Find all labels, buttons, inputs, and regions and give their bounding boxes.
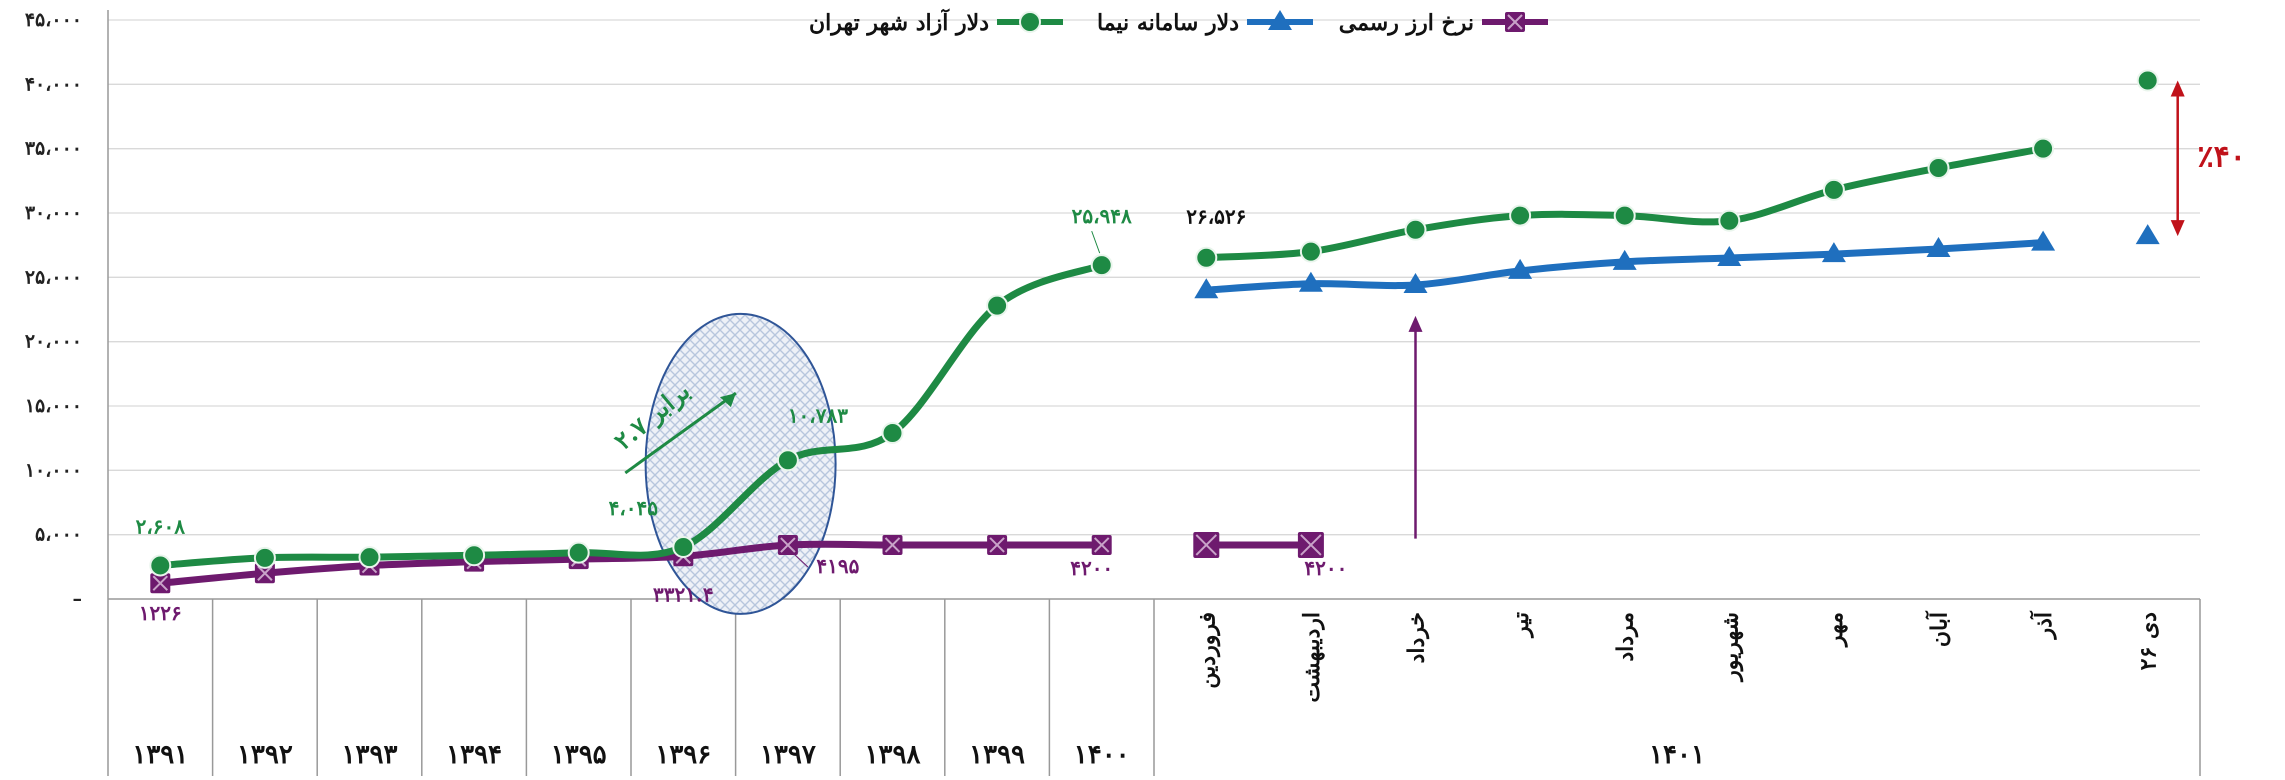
data-point	[776, 449, 799, 472]
data-point	[1821, 242, 1846, 263]
category-label: ۲۶ دی	[2136, 612, 2162, 670]
y-tick-label: ۴۵،۰۰۰	[25, 9, 82, 31]
data-label: ۴۲۰۰	[1070, 556, 1113, 580]
data-point	[881, 422, 904, 445]
data-point	[672, 535, 695, 558]
y-tick-label: ۳۵،۰۰۰	[25, 138, 82, 160]
data-point	[986, 294, 1009, 317]
category-label: خرداد	[1404, 612, 1430, 663]
group-label: ۱۴۰۱	[1649, 740, 1705, 770]
data-point	[567, 541, 590, 564]
growth-arrowhead	[719, 393, 736, 408]
gap-label: ٪۴۰	[2198, 139, 2246, 174]
growth-arrow	[624, 391, 737, 475]
y-tick-label: ۲۵،۰۰۰	[25, 266, 82, 288]
y-tick-label: –	[73, 588, 83, 610]
legend-swatch-marker	[1019, 11, 1041, 33]
category-label: شهریور	[1717, 612, 1743, 683]
data-point	[1717, 246, 1742, 267]
y-tick-label: ۲۰،۰۰۰	[25, 331, 82, 353]
data-point	[2031, 230, 2056, 251]
data-point-cross	[152, 575, 169, 591]
legend-label: نرخ ارز رسمی	[1339, 10, 1474, 36]
data-point	[1090, 254, 1113, 277]
data-point	[1508, 258, 1533, 279]
data-point	[1718, 209, 1741, 232]
label-leader	[1091, 230, 1101, 254]
data-point	[1299, 240, 1322, 263]
data-point	[1194, 278, 1219, 299]
data-label: ۲۵،۹۴۸	[1072, 204, 1132, 228]
highlight-ellipse	[644, 312, 837, 615]
data-point-cross	[989, 537, 1005, 553]
series-line	[156, 540, 1106, 587]
category-label: مهر	[1822, 612, 1848, 648]
data-point	[1612, 249, 1637, 270]
data-point	[1195, 246, 1218, 269]
data-point-cross	[1300, 534, 1322, 556]
category-label: آذر	[2029, 610, 2057, 640]
group-label: ۱۴۰۰	[1074, 740, 1130, 770]
legend-swatch-marker	[1268, 10, 1292, 30]
legend-label: دلار آزاد شهر تهران	[809, 8, 989, 36]
data-point-cross	[1093, 537, 1110, 553]
category-label: اردیبهشت	[1299, 612, 1325, 703]
label-leader	[792, 552, 809, 568]
group-label: ۱۳۹۹	[969, 740, 1025, 770]
gap-arrowhead-bottom	[2170, 220, 2185, 237]
data-label: ۱۲۲۶	[139, 601, 182, 625]
data-label: ۲،۶۰۸	[136, 514, 186, 538]
data-label: ۱۰،۷۸۳	[788, 403, 848, 427]
y-tick-label: ۴۰،۰۰۰	[25, 73, 82, 95]
y-tick-label: ۳۰،۰۰۰	[25, 202, 82, 224]
data-point	[1298, 271, 1323, 292]
data-point-cross	[257, 565, 273, 581]
data-label: ۲۶،۵۲۶	[1186, 205, 1246, 229]
category-label: آبان	[1925, 610, 1953, 647]
category-label: مرداد	[1613, 612, 1639, 662]
data-point-cross	[1195, 534, 1218, 556]
series-line	[1202, 145, 2047, 262]
category-label: تیر	[1508, 612, 1534, 639]
data-point	[1927, 156, 1950, 179]
group-label: ۱۳۹۸	[865, 740, 921, 770]
group-label: ۱۳۹۴	[446, 740, 502, 770]
data-point-cross	[884, 537, 901, 553]
group-label: ۱۳۹۵	[551, 740, 607, 770]
data-point	[1926, 237, 1951, 258]
data-point	[2135, 224, 2160, 245]
y-tick-label: ۱۵،۰۰۰	[25, 395, 82, 417]
data-point	[463, 544, 486, 567]
group-label: ۱۳۹۱	[132, 740, 188, 770]
group-label: ۱۳۹۲	[237, 740, 293, 770]
data-point-cross	[780, 537, 796, 553]
data-label: ۳۳۲۱.۴	[653, 582, 714, 606]
data-point	[1613, 204, 1636, 227]
data-label: ۴،۰۴۵	[609, 496, 659, 520]
data-point	[358, 546, 381, 569]
data-point	[2032, 137, 2055, 160]
series-line	[156, 261, 1106, 569]
data-point	[1403, 273, 1428, 294]
group-label: ۱۳۹۷	[760, 740, 816, 770]
y-tick-label: ۵،۰۰۰	[35, 524, 82, 546]
pointer-arrowhead	[1408, 315, 1423, 332]
data-point	[1509, 204, 1532, 227]
data-point	[1822, 178, 1845, 201]
legend-label: دلار سامانه نیما	[1097, 10, 1239, 36]
group-label: ۱۳۹۳	[342, 740, 398, 770]
data-label: ۴۲۰۰	[1304, 556, 1347, 580]
data-point	[253, 546, 276, 569]
data-point	[1404, 218, 1427, 241]
y-tick-label: ۱۰،۰۰۰	[25, 459, 82, 481]
data-point	[149, 554, 172, 577]
category-label: فروردین	[1194, 612, 1220, 689]
data-label: ۴۱۹۵	[816, 554, 859, 578]
group-label: ۱۳۹۶	[655, 740, 711, 770]
data-point	[2136, 69, 2159, 92]
legend-swatch-marker-cross	[1507, 14, 1523, 30]
gap-arrowhead-top	[2170, 80, 2185, 97]
